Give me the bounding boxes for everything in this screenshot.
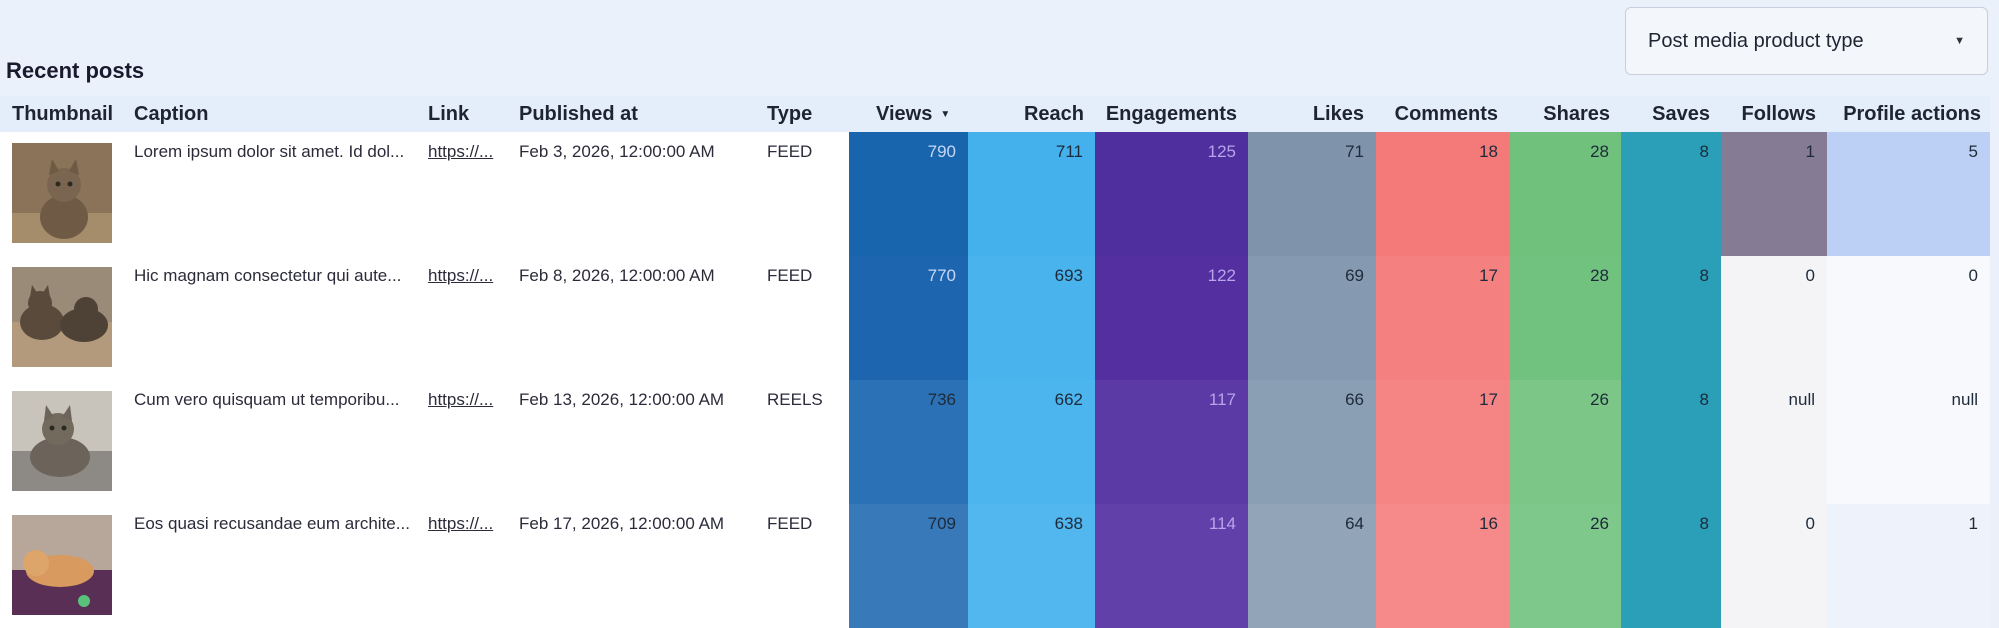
published-cell: Feb 3, 2026, 12:00:00 AM [519, 142, 715, 161]
profile-actions-cell: 0 [1827, 256, 1990, 380]
cat-image-icon [12, 267, 112, 367]
link-cell: https://... [428, 380, 508, 504]
reach-cell: 662 [968, 380, 1095, 504]
table-row[interactable]: Eos quasi recusandae eum archite... http… [0, 504, 1990, 628]
col-header-caption[interactable]: Caption [134, 103, 209, 125]
profile-actions-cell: 5 [1827, 132, 1990, 256]
table-row[interactable]: Hic magnam consectetur qui aute... https… [0, 256, 1990, 380]
follows-cell: 0 [1721, 256, 1827, 380]
likes-cell: 71 [1248, 132, 1376, 256]
col-header-saves[interactable]: Saves [1652, 103, 1710, 125]
table-row[interactable]: Cum vero quisquam ut temporibu... https:… [0, 380, 1990, 504]
col-header-type[interactable]: Type [767, 103, 813, 125]
post-thumbnail[interactable] [12, 515, 112, 615]
link-cell: https://... [428, 132, 508, 256]
type-cell: FEED [767, 142, 813, 161]
saves-cell: 8 [1621, 380, 1721, 504]
post-thumbnail[interactable] [12, 267, 112, 367]
engagements-cell: 117 [1095, 380, 1248, 504]
table-row[interactable]: Lorem ipsum dolor sit amet. Id dol... ht… [0, 132, 1990, 256]
engagements-cell: 125 [1095, 132, 1248, 256]
reach-cell: 693 [968, 256, 1095, 380]
cat-image-icon [12, 391, 112, 491]
views-cell: 736 [849, 380, 968, 504]
type-cell: FEED [767, 266, 813, 285]
col-header-comments[interactable]: Comments [1394, 103, 1498, 125]
engagements-cell: 122 [1095, 256, 1248, 380]
saves-cell: 8 [1621, 504, 1721, 628]
post-link[interactable]: https://... [428, 514, 494, 533]
published-cell: Feb 8, 2026, 12:00:00 AM [519, 266, 715, 285]
chevron-down-icon: ▼ [1954, 35, 1965, 47]
follows-cell: 0 [1721, 504, 1827, 628]
caption-cell: Hic magnam consectetur qui aute... [134, 266, 402, 285]
likes-cell: 69 [1248, 256, 1376, 380]
sort-desc-icon: ▼ [940, 108, 951, 120]
comments-cell: 17 [1376, 256, 1510, 380]
table-header: Thumbnail Caption Link Published at Type… [0, 96, 1990, 132]
comments-cell: 17 [1376, 380, 1510, 504]
post-link[interactable]: https://... [428, 266, 494, 285]
published-cell: Feb 13, 2026, 12:00:00 AM [519, 390, 725, 409]
views-cell: 770 [849, 256, 968, 380]
cat-image-icon [12, 143, 112, 243]
comments-cell: 18 [1376, 132, 1510, 256]
views-cell: 709 [849, 504, 968, 628]
likes-cell: 66 [1248, 380, 1376, 504]
cat-image-icon [12, 515, 112, 615]
post-thumbnail[interactable] [12, 143, 112, 243]
saves-cell: 8 [1621, 132, 1721, 256]
published-cell: Feb 17, 2026, 12:00:00 AM [519, 514, 725, 533]
comments-cell: 16 [1376, 504, 1510, 628]
link-cell: https://... [428, 256, 508, 380]
col-header-engagements[interactable]: Engagements [1105, 103, 1237, 125]
col-header-published[interactable]: Published at [519, 103, 638, 125]
engagements-cell: 114 [1095, 504, 1248, 628]
shares-cell: 26 [1510, 504, 1621, 628]
shares-cell: 26 [1510, 380, 1621, 504]
profile-actions-cell: 1 [1827, 504, 1990, 628]
col-header-views-label: Views [876, 103, 933, 125]
col-header-profile-actions[interactable]: Profile actions [1843, 103, 1981, 125]
reach-cell: 711 [968, 132, 1095, 256]
col-header-shares[interactable]: Shares [1543, 103, 1610, 125]
caption-cell: Lorem ipsum dolor sit amet. Id dol... [134, 142, 405, 161]
post-thumbnail[interactable] [12, 391, 112, 491]
shares-cell: 28 [1510, 132, 1621, 256]
type-cell: FEED [767, 514, 813, 533]
reach-cell: 638 [968, 504, 1095, 628]
dropdown-label: Post media product type [1648, 29, 1864, 52]
type-cell: REELS [767, 390, 823, 409]
col-header-thumbnail[interactable]: Thumbnail [12, 103, 114, 125]
caption-cell: Eos quasi recusandae eum archite... [134, 514, 410, 533]
col-header-link[interactable]: Link [428, 103, 470, 125]
follows-cell: null [1721, 380, 1827, 504]
recent-posts-table: Thumbnail Caption Link Published at Type… [0, 96, 1990, 628]
col-header-follows[interactable]: Follows [1741, 103, 1816, 125]
views-cell: 790 [849, 132, 968, 256]
col-header-views[interactable]: Views ▼ [876, 96, 950, 132]
likes-cell: 64 [1248, 504, 1376, 628]
post-link[interactable]: https://... [428, 142, 494, 161]
link-cell: https://... [428, 504, 508, 628]
shares-cell: 28 [1510, 256, 1621, 380]
follows-cell: 1 [1721, 132, 1827, 256]
col-header-reach[interactable]: Reach [1023, 103, 1084, 125]
post-media-type-dropdown[interactable]: Post media product type ▼ [1625, 7, 1988, 75]
caption-cell: Cum vero quisquam ut temporibu... [134, 390, 400, 409]
post-link[interactable]: https://... [428, 390, 494, 409]
profile-actions-cell: null [1827, 380, 1990, 504]
col-header-likes[interactable]: Likes [1312, 103, 1364, 125]
saves-cell: 8 [1621, 256, 1721, 380]
section-title: Recent posts [6, 58, 145, 83]
